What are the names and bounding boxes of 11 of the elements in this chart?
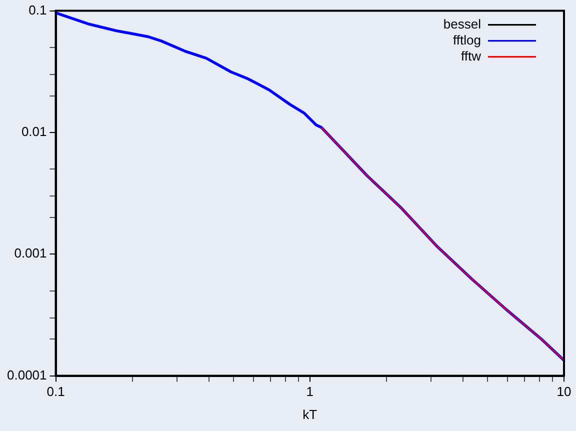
y-tick-label: 0.001	[14, 246, 47, 261]
y-tick-label: 0.01	[21, 124, 47, 140]
y-tick-label: 0.1	[28, 2, 47, 18]
x-axis-title: kT	[302, 406, 318, 422]
y-tick-label: 0.0001	[6, 367, 47, 382]
legend-label: fftw	[461, 48, 482, 64]
legend-label: bessel	[443, 16, 482, 32]
x-tick-label: 10	[556, 384, 572, 400]
legend-label: fftlog	[453, 32, 481, 48]
x-tick-label: 0.1	[46, 384, 65, 400]
x-tick-label: 1	[306, 384, 314, 400]
